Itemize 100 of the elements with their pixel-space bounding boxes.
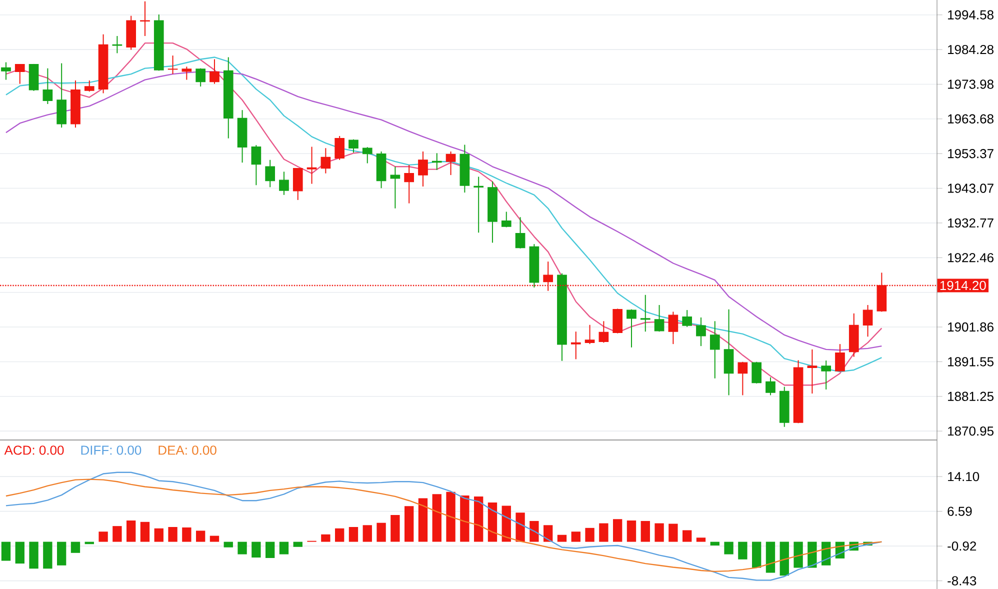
- bar: [70, 542, 80, 553]
- candlestick: [862, 304, 873, 338]
- bar: [738, 542, 748, 560]
- candlestick: [279, 171, 289, 196]
- y-tick-label: 1870.95: [948, 426, 994, 436]
- y-tick-label: 6.59: [948, 506, 972, 516]
- candlestick: [738, 361, 748, 396]
- bar: [279, 542, 289, 554]
- candlestick: [501, 211, 512, 228]
- bar: [376, 522, 386, 542]
- candlestick: [320, 148, 331, 174]
- y-tick-label: 1943.07: [948, 184, 994, 193]
- bar: [710, 542, 720, 546]
- bar: [348, 526, 358, 542]
- candlestick: [292, 168, 303, 200]
- bar: [168, 526, 178, 542]
- candlestick: [696, 316, 706, 347]
- candlestick: [196, 68, 206, 88]
- bar: [252, 542, 261, 558]
- candlestick: [626, 308, 636, 348]
- bar: [1, 542, 11, 561]
- candlestick: [598, 320, 609, 344]
- y-tick-label: 1891.55: [948, 357, 994, 366]
- bar: [682, 530, 692, 542]
- candlestick: [168, 55, 178, 75]
- candlestick: [140, 0, 150, 37]
- bar: [265, 542, 275, 558]
- bar: [390, 514, 400, 542]
- candlestick: [474, 176, 484, 234]
- bar: [668, 524, 678, 542]
- y-tick-label: 1994.58: [948, 10, 994, 20]
- bar: [724, 542, 734, 554]
- bar: [780, 542, 789, 576]
- candlestick: [640, 294, 650, 332]
- candlestick: [584, 324, 595, 345]
- candlestick: [210, 58, 220, 84]
- candlestick: [752, 361, 762, 384]
- bar: [196, 530, 206, 542]
- y-tick-label: 1901.86: [948, 322, 994, 332]
- candlestick: [1, 62, 11, 80]
- candlestick: [112, 36, 122, 54]
- bar: [766, 542, 776, 573]
- candlestick: [418, 150, 428, 187]
- ref-line-label: 1914.20: [940, 280, 986, 290]
- candlestick: [362, 146, 372, 164]
- bar: [557, 534, 567, 542]
- bar: [43, 542, 52, 569]
- y-tick-label: 1922.46: [948, 253, 994, 262]
- text: ACD: 0.00: [4, 446, 64, 455]
- bar: [293, 542, 302, 547]
- bar: [543, 525, 553, 542]
- text: DEA: 0.00: [158, 446, 216, 455]
- bar: [418, 498, 428, 542]
- bar: [530, 520, 539, 542]
- candlestick: [56, 62, 66, 128]
- y-tick-label: 1984.28: [948, 44, 994, 54]
- candlestick: [654, 304, 664, 332]
- bar: [516, 512, 525, 542]
- bar: [612, 519, 622, 542]
- bar: [460, 496, 470, 542]
- candlestick: [821, 360, 832, 390]
- candlestick: [265, 159, 276, 188]
- bar: [446, 492, 456, 542]
- bar: [112, 526, 122, 542]
- candlestick: [668, 311, 678, 345]
- bar: [404, 506, 414, 542]
- bar: [362, 525, 372, 542]
- bar: [29, 542, 38, 569]
- candlestick: [334, 136, 345, 160]
- bar: [488, 502, 498, 542]
- bar: [599, 523, 608, 542]
- series-label: DIFF: 0.00: [81, 446, 142, 455]
- y-tick-label: 14.10: [948, 472, 980, 482]
- bar: [808, 542, 817, 568]
- y-tick-label: 1963.68: [948, 114, 994, 124]
- bar: [154, 528, 164, 542]
- candlestick: [724, 308, 734, 396]
- bar: [210, 536, 220, 542]
- bar: [126, 520, 136, 542]
- candlestick: [404, 164, 414, 204]
- bar: [502, 506, 511, 542]
- candlestick: [515, 216, 526, 249]
- candlestick: [612, 308, 623, 334]
- candlestick: [710, 320, 720, 379]
- candlestick: [446, 150, 456, 176]
- bar: [585, 528, 594, 542]
- candlestick: [432, 152, 442, 171]
- bar: [321, 534, 330, 542]
- y-tick-label: -8.43: [948, 576, 976, 586]
- candlestick: [306, 146, 317, 184]
- bar: [474, 496, 484, 542]
- bar: [140, 522, 150, 542]
- y-tick-label: 1881.25: [948, 392, 994, 401]
- bar: [626, 520, 636, 542]
- y-tick-label: -0.92: [948, 541, 976, 551]
- candlestick: [390, 166, 400, 209]
- bar: [15, 542, 24, 564]
- candlestick: [682, 310, 692, 328]
- bar: [571, 532, 580, 542]
- bar: [432, 494, 442, 542]
